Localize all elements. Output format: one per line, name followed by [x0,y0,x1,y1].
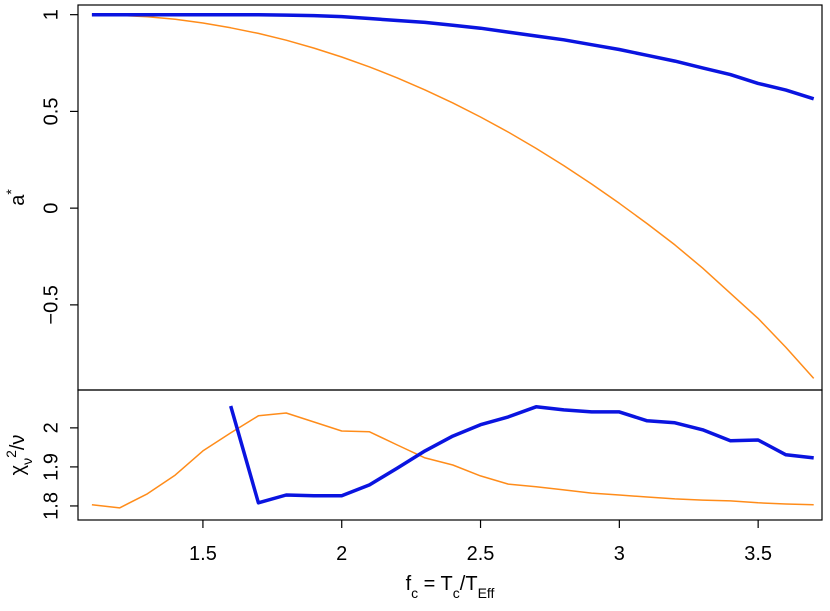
x-tick-label: 3.5 [744,543,772,565]
y-tick-label: 2 [40,422,62,433]
lower-frame [77,389,823,521]
label-part: 2 [3,450,19,458]
label-part: * [3,189,19,195]
data-line [91,412,814,509]
label-part: a [7,194,29,206]
y-tick-label: 1.8 [40,492,62,520]
label-part: /ν [7,435,29,451]
data-line [229,405,814,505]
label-part: ν [19,458,35,465]
y-axis-label: χν2/ν [3,435,35,476]
data-line [91,12,815,101]
x-tick-label: 2 [336,543,347,565]
y-tick-label: 0 [40,203,62,214]
y-tick-label: 1 [40,9,62,20]
x-tick-label: 3 [614,543,625,565]
y-tick-label: 1.9 [40,453,62,481]
label-part: c [411,585,418,601]
x-tick-label: 2.5 [467,543,495,565]
y-axis-label: a* [3,189,29,206]
x-tick-label: 1.5 [189,543,217,565]
label-part: Eff [478,585,495,601]
upper-frame [77,4,823,391]
x-axis-label: fc = Tc/TEff [406,573,495,601]
label-part: /T [460,573,478,595]
y-tick-label: 0.5 [40,98,62,126]
data-line [91,13,815,379]
label-part: = T [418,573,453,595]
label-part: χ [7,464,29,475]
label-part: c [453,585,460,601]
label-part: f [406,573,412,595]
y-tick-label: −0.5 [40,285,62,324]
